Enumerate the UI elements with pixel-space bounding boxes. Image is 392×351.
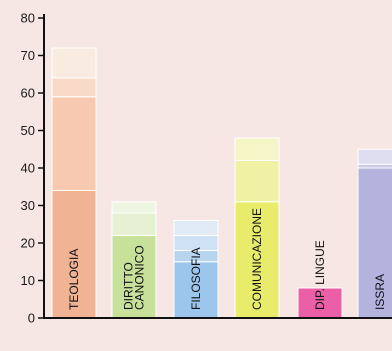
bar-category-label: FILOSOFIA bbox=[189, 247, 203, 310]
bar-segment bbox=[357, 163, 392, 169]
bar-segment bbox=[51, 190, 97, 319]
bar-category-label: DIRITTO bbox=[122, 262, 136, 310]
bar-segment bbox=[234, 201, 280, 319]
bar-segment bbox=[111, 212, 157, 236]
bar-segment bbox=[173, 220, 219, 236]
bar-category-label: COMUNICAZIONE bbox=[250, 208, 264, 310]
bar-segment bbox=[51, 47, 97, 79]
bar-segment bbox=[51, 77, 97, 98]
bar-category-label: DIP. LINGUE bbox=[313, 240, 327, 310]
y-tick-label: 60 bbox=[21, 86, 35, 101]
y-tick-label: 20 bbox=[21, 236, 35, 251]
y-tick-label: 70 bbox=[21, 48, 35, 63]
bar-segment bbox=[111, 201, 157, 214]
bar-segment bbox=[297, 287, 343, 319]
y-tick-label: 50 bbox=[21, 123, 35, 138]
y-tick-label: 40 bbox=[21, 161, 35, 176]
bar-segment bbox=[173, 261, 219, 319]
bar-segment bbox=[51, 96, 97, 191]
bar-category-label: CANONICO bbox=[133, 245, 147, 310]
bar-segment bbox=[234, 137, 280, 161]
y-tick-label: 0 bbox=[28, 311, 35, 326]
bar-category-label: TEOLOGIA bbox=[67, 249, 81, 310]
bar-category-label: ISSRA bbox=[373, 274, 387, 310]
y-tick-label: 80 bbox=[21, 11, 35, 26]
y-tick-label: 10 bbox=[21, 273, 35, 288]
bar-segment bbox=[234, 160, 280, 203]
bar-segment bbox=[357, 148, 392, 165]
bar-segment bbox=[111, 235, 157, 319]
y-tick-label: 30 bbox=[21, 198, 35, 213]
bar-segment bbox=[357, 167, 392, 319]
